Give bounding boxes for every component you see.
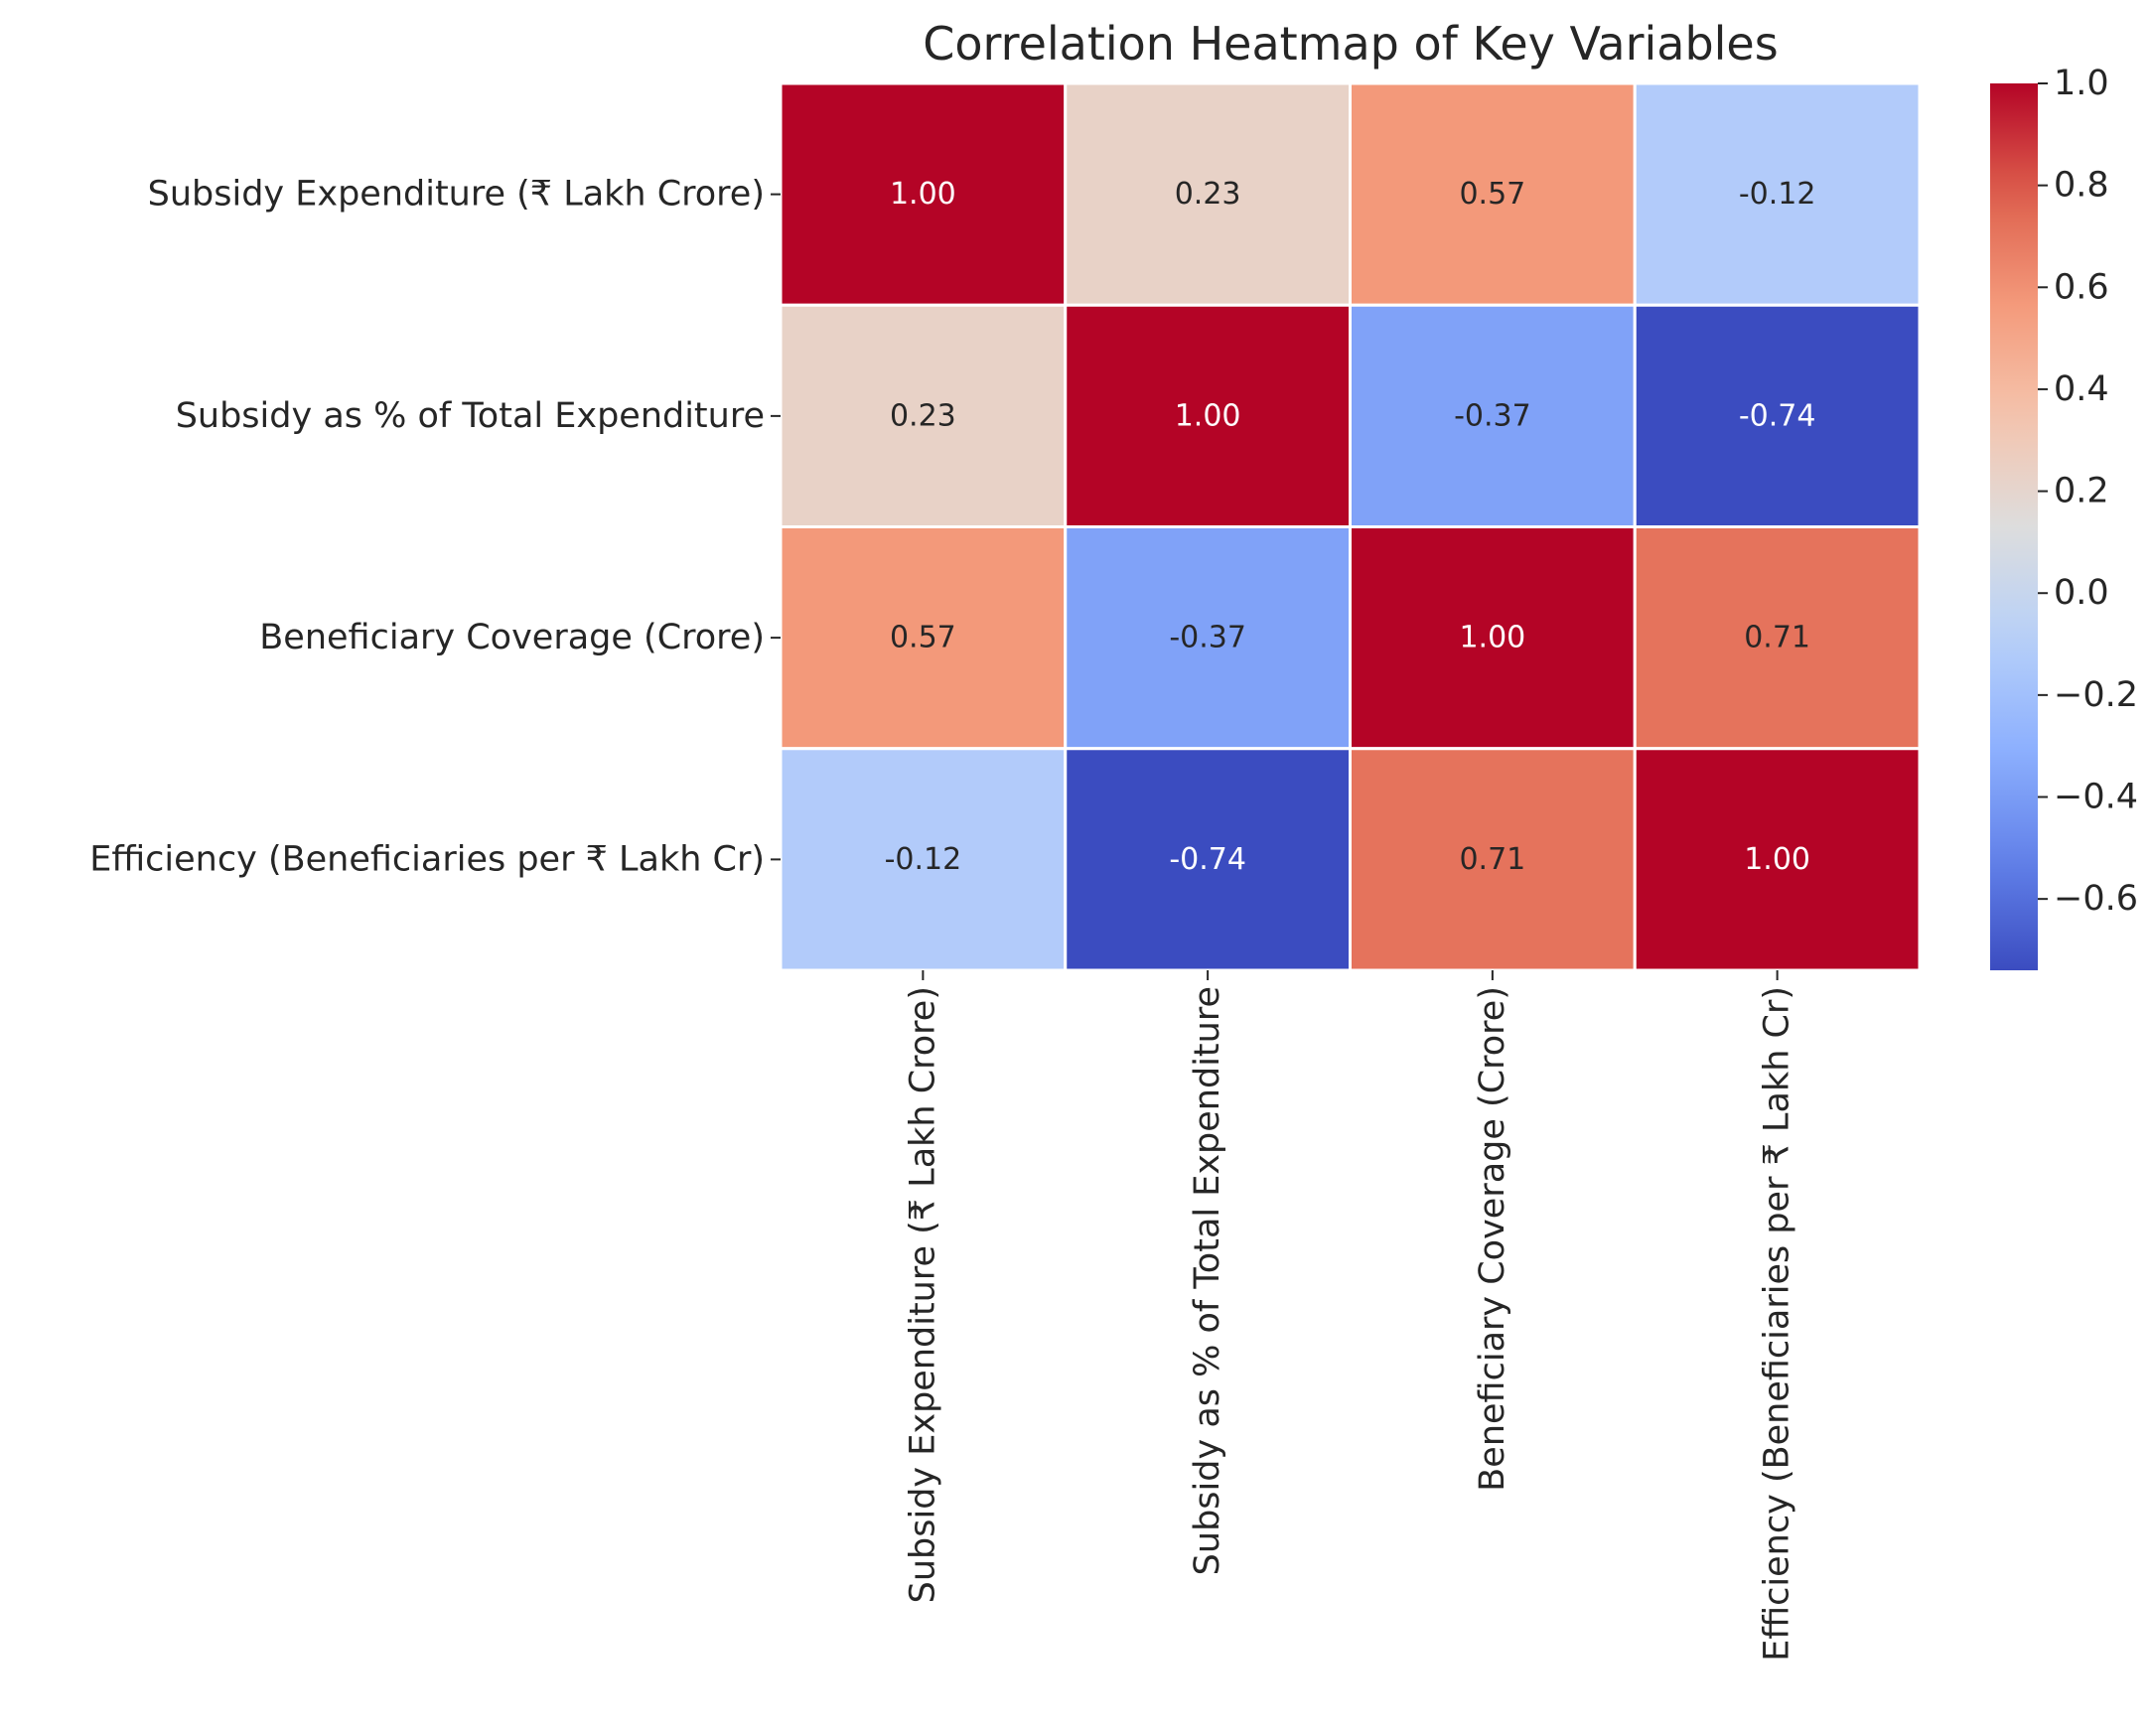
x-tick-label: Beneficiary Coverage (Crore) [1473,986,1512,1492]
cell-value-label: 1.00 [890,177,956,212]
colorbar-gradient [1990,83,2038,970]
heatmap-cell [1064,81,1352,307]
cell-value-label: -0.74 [1169,842,1246,877]
x-tick-label: Subsidy Expenditure (₹ Lakh Crore) [903,986,942,1603]
colorbar-tick-label: −0.4 [2054,778,2138,817]
heatmap-cell [1633,303,1922,528]
heatmap-cells [779,81,1922,972]
heatmap-cell [1064,525,1352,751]
y-tick-label: Subsidy Expenditure (₹ Lakh Crore) [148,175,765,215]
heatmap-cell [1349,81,1637,307]
heatmap-cell [1349,303,1637,528]
x-tick-label: Efficiency (Beneficiaries per ₹ Lakh Cr) [1758,986,1797,1662]
cell-value-label: 1.00 [1459,621,1525,655]
cell-value-label: 0.71 [1744,621,1810,655]
heatmap-cell [1633,525,1922,751]
y-tick-label: Beneficiary Coverage (Crore) [259,618,765,657]
colorbar-tick-label: −0.2 [2054,675,2138,715]
y-axis: Subsidy Expenditure (₹ Lakh Crore) Subsid… [89,175,781,879]
colorbar-tick-label: 1.0 [2054,64,2109,103]
cell-value-label: -0.37 [1454,398,1531,433]
cell-value-label: -0.37 [1169,621,1246,655]
cell-value-label: 0.23 [1175,177,1241,212]
heatmap-cell [1633,747,1922,972]
y-tick-label: Subsidy as % of Total Expenditure [176,396,765,436]
colorbar-tick-label: 0.6 [2054,267,2109,307]
heatmap-cell [1064,747,1352,972]
cell-value-label: -0.12 [885,842,962,877]
y-tick-label: Efficiency (Beneficiaries per ₹ Lakh Cr) [89,839,765,879]
cell-value-label: 0.57 [890,621,956,655]
cell-value-label: 0.57 [1459,177,1525,212]
cell-value-label: 1.00 [1175,398,1241,433]
heatmap-cell-labels: 1.00 0.23 0.57 -0.12 0.23 1.00 -0.37 -0.74 0.57 -… [885,177,1816,877]
x-axis: Subsidy Expenditure (₹ Lakh Crore) Subsid… [903,970,1797,1662]
colorbar-tick-label: 0.4 [2054,369,2109,409]
colorbar-tick-label: 0.0 [2054,573,2109,613]
cell-value-label: 0.23 [890,398,956,433]
heatmap-cell [779,747,1068,972]
colorbar-tick-label: −0.6 [2054,879,2138,919]
heatmap-cell [779,81,1068,307]
cell-value-label: 0.71 [1459,842,1525,877]
cell-value-label: -0.12 [1739,177,1816,212]
colorbar-tick-label: 0.2 [2054,472,2109,511]
colorbar: 1.0 0.8 0.6 0.4 0.2 0.0 −0.2 −0.4 −0.6 [1990,64,2138,970]
heatmap-cell [1349,747,1637,972]
cell-value-label: 1.00 [1744,842,1810,877]
colorbar-tick-label: 0.8 [2054,166,2109,206]
x-tick-label: Subsidy as % of Total Expenditure [1188,986,1227,1575]
chart-title: Correlation Heatmap of Key Variables [923,17,1778,71]
cell-value-label: -0.74 [1739,398,1816,433]
